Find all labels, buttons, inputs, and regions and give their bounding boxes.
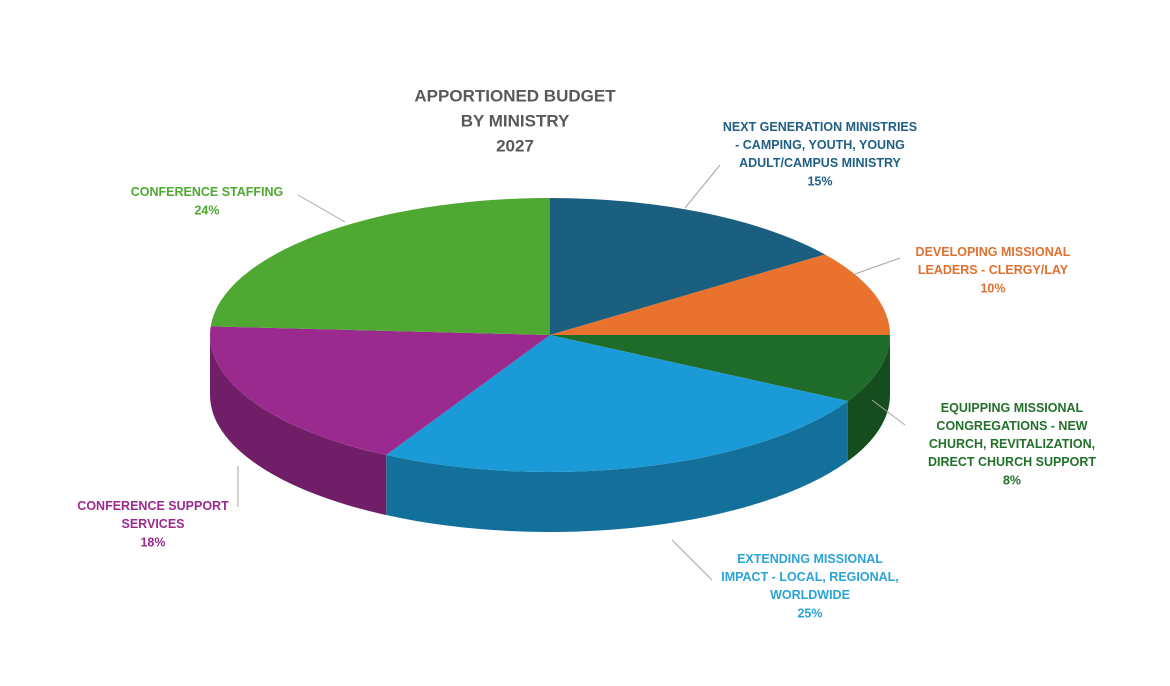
label-line: CONFERENCE STAFFING [131,185,284,199]
slice-side [847,335,891,462]
value-label: 15% [807,174,832,188]
label-line: IMPACT - LOCAL, REGIONAL, [721,570,899,584]
leader-line [297,194,346,223]
slice-side [386,401,848,532]
leader-line [854,257,901,275]
leader-line [684,164,721,209]
label-line: EQUIPPING MISSIONAL [941,401,1084,415]
data-label: EQUIPPING MISSIONAL CONGREGATIONS - NEW CH… [928,401,1096,469]
data-label: CONFERENCE SUPPORT SERVICES [77,499,229,531]
label-line: WORLDWIDE [770,588,850,602]
label-line: NEXT GENERATION MINISTRIES [723,120,917,134]
chart-title: 2027 [496,136,534,155]
label-line: - CAMPING, YOUTH, YOUNG [735,138,905,152]
data-label: DEVELOPING MISSIONAL LEADERS - CLERGY/LAY [916,245,1071,277]
value-label: 24% [194,203,219,217]
label-line: CONFERENCE SUPPORT [77,499,229,513]
leader-line [671,539,713,581]
label-line: SERVICES [122,517,185,531]
value-label: 10% [980,281,1005,295]
label-line: EXTENDING MISSIONAL [737,552,883,566]
slice [209,326,550,456]
slice [386,335,848,472]
slice-side [210,335,387,516]
slice [550,254,891,335]
chart-title: BY MINISTRY [461,111,570,130]
slice [550,335,890,402]
data-label: EXTENDING MISSIONAL IMPACT - LOCAL, REGIO… [721,552,899,602]
chart-title: APPORTIONED BUDGET [414,86,616,105]
label-line: DIRECT CHURCH SUPPORT [928,455,1096,469]
value-label: 25% [797,606,822,620]
slice [550,198,826,335]
data-label: NEXT GENERATION MINISTRIES - CAMPING, YOU… [723,120,917,170]
label-line: DEVELOPING MISSIONAL [916,245,1071,259]
label-line: LEADERS - CLERGY/LAY [918,263,1069,277]
label-line: CHURCH, REVITALIZATION, [929,437,1095,451]
value-label: 8% [1003,473,1021,487]
label-line: CONGREGATIONS - NEW [936,419,1087,433]
value-label: 18% [140,535,165,549]
slice [210,198,551,335]
data-label: CONFERENCE STAFFING [131,185,284,199]
leader-line [871,399,906,426]
label-line: ADULT/CAMPUS MINISTRY [739,156,901,170]
